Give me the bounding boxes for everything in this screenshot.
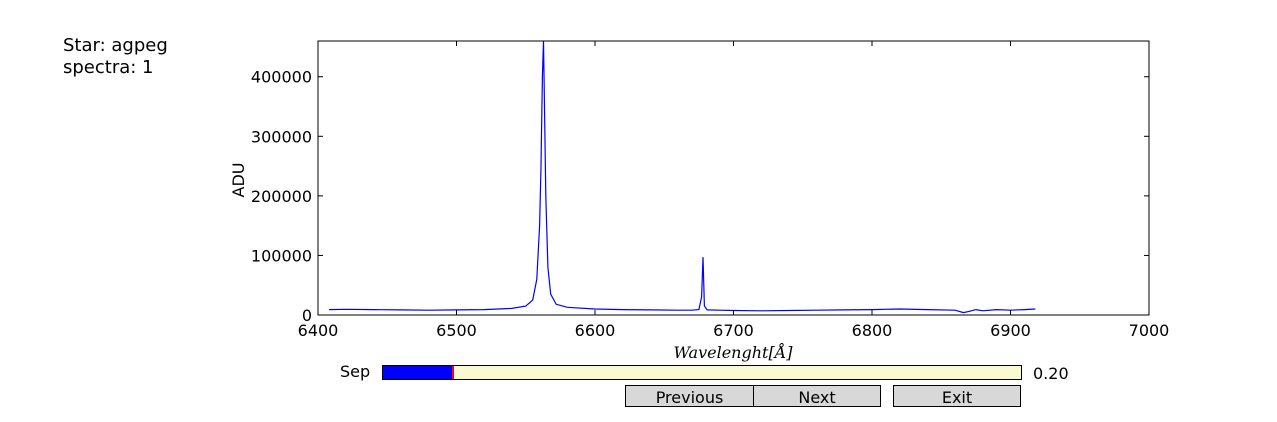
y-tick-label: 400000 xyxy=(251,68,312,87)
y-tick-label: 300000 xyxy=(251,127,312,146)
y-tick-label: 200000 xyxy=(251,187,312,206)
star-label: Star: agpeg xyxy=(63,35,168,56)
next-button[interactable]: Next xyxy=(753,385,881,407)
sep-slider-label: Sep xyxy=(340,362,371,381)
y-tick-label: 100000 xyxy=(251,246,312,265)
sep-slider[interactable] xyxy=(382,365,1022,380)
spectra-label: spectra: 1 xyxy=(63,57,154,78)
x-tick-label: 6800 xyxy=(852,321,893,340)
x-tick-label: 6400 xyxy=(298,321,339,340)
plot-frame xyxy=(317,40,1150,316)
exit-button[interactable]: Exit xyxy=(893,385,1021,407)
x-tick-label: 7000 xyxy=(1129,321,1170,340)
y-tick-label: 0 xyxy=(302,306,312,325)
x-tick-label: 6700 xyxy=(713,321,754,340)
previous-button[interactable]: Previous xyxy=(625,385,754,407)
spectrum-line xyxy=(329,40,1036,314)
y-axis-label: ADU xyxy=(229,163,248,198)
x-tick-label: 6500 xyxy=(436,321,477,340)
sep-slider-value: 0.20 xyxy=(1033,364,1069,383)
sep-slider-fill[interactable] xyxy=(383,366,454,379)
sep-slider-handle[interactable] xyxy=(452,366,455,379)
x-tick-label: 6900 xyxy=(990,321,1031,340)
x-tick-label: 6600 xyxy=(575,321,616,340)
x-axis-label: Wavelenght[Å] xyxy=(673,342,793,362)
